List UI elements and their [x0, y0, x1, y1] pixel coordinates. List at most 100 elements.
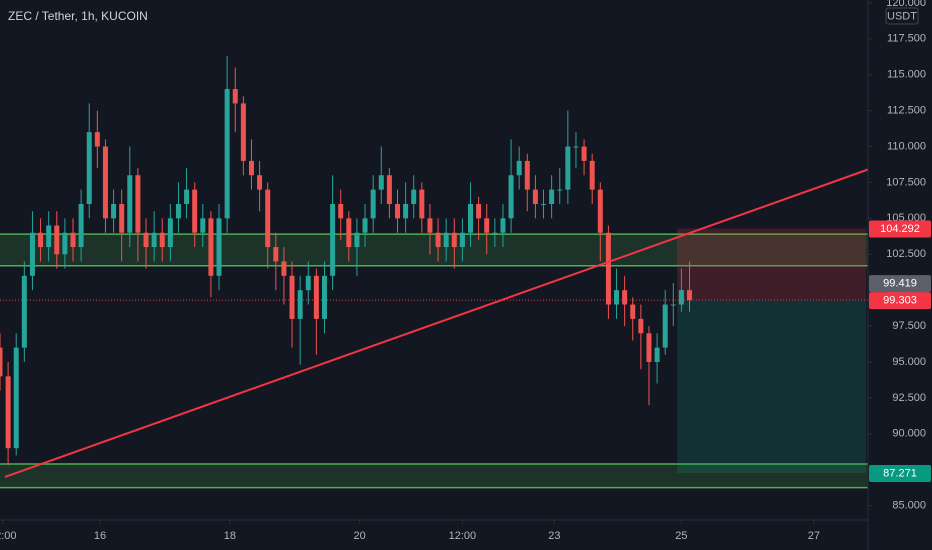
candle-body	[678, 290, 684, 305]
price-label-box	[869, 292, 931, 310]
candle-body	[557, 189, 563, 191]
x-tick-label: 23	[548, 530, 560, 542]
candle-body	[232, 89, 238, 104]
price-label-box	[869, 275, 931, 293]
candle-body	[427, 218, 433, 233]
candle-body	[216, 218, 222, 276]
candle-body	[589, 160, 595, 190]
candle-body	[459, 232, 465, 248]
candle-body	[654, 347, 660, 362]
candle-body	[435, 232, 441, 248]
candle-body	[394, 203, 400, 219]
trend-line	[4, 168, 869, 478]
candle-body	[330, 203, 336, 276]
candle-body	[257, 175, 263, 190]
candle-body	[605, 232, 611, 305]
candle-body	[200, 218, 206, 233]
candle-body	[54, 225, 60, 255]
candle-body	[273, 247, 279, 262]
stop-area	[677, 228, 867, 301]
candle-body	[321, 275, 327, 319]
candle-body	[94, 132, 100, 147]
price-label-box	[869, 220, 931, 238]
candle-body	[111, 203, 117, 219]
y-tick-label: 120.000	[886, 0, 926, 9]
candle-body	[492, 232, 498, 234]
candle-body	[687, 290, 693, 301]
candle-body	[662, 304, 668, 348]
candle-body	[573, 146, 579, 148]
x-tick-label: 27	[808, 530, 820, 542]
candle-body	[248, 160, 254, 176]
price-label: 104.292	[880, 223, 920, 235]
candle-body	[224, 89, 230, 219]
candle-body	[500, 218, 506, 233]
candle-body	[38, 232, 44, 248]
candle-body	[630, 304, 636, 319]
chart-title: ZEC / Tether, 1h, KUCOIN	[8, 9, 148, 23]
currency-box	[885, 7, 919, 25]
candle-body	[313, 275, 319, 319]
candle-body	[670, 304, 676, 306]
candle-body	[532, 189, 538, 204]
candle-body	[151, 232, 157, 248]
x-tick-label: 12:00	[449, 530, 477, 542]
candle-body	[119, 203, 125, 233]
candle-body	[46, 225, 52, 248]
candle-body	[184, 189, 190, 204]
candle-body	[476, 203, 482, 219]
candle-body	[240, 103, 246, 161]
x-tick-label: 18	[224, 530, 236, 542]
y-tick-label: 90.000	[892, 428, 926, 440]
candle-body	[597, 189, 603, 233]
price-label-box	[869, 465, 931, 483]
candle-body	[549, 189, 555, 204]
candle-body	[411, 189, 417, 204]
candle-body	[338, 203, 344, 219]
candle-body	[370, 189, 376, 219]
candle-body	[159, 232, 165, 248]
candle-body	[289, 275, 295, 319]
price-label: 99.303	[883, 295, 917, 307]
candle-body	[21, 275, 27, 348]
candle-body	[265, 189, 271, 248]
candle-body	[346, 218, 352, 248]
y-tick-label: 97.500	[892, 320, 926, 332]
candle-body	[70, 232, 76, 248]
y-tick-label: 107.500	[886, 176, 926, 188]
candle-body	[0, 347, 3, 377]
candle-body	[362, 218, 368, 233]
candle-body	[78, 203, 84, 248]
price-label: 87.271	[883, 467, 917, 479]
candle-body	[565, 146, 571, 190]
candle-body	[516, 160, 522, 176]
candle-body	[127, 175, 133, 233]
candle-body	[386, 175, 392, 204]
candle-body	[305, 275, 311, 291]
candle-body	[403, 203, 409, 219]
candle-body	[175, 203, 181, 219]
candle-body	[62, 232, 68, 255]
candle-body	[143, 232, 149, 248]
y-tick-label: 92.500	[892, 392, 926, 404]
x-tick-label: 25	[675, 530, 687, 542]
currency-label: USDT	[887, 10, 917, 22]
candle-body	[622, 290, 628, 305]
candle-body	[297, 290, 303, 319]
y-tick-label: 85.000	[892, 500, 926, 512]
price-axis	[868, 0, 932, 550]
support-zone	[0, 463, 868, 488]
candle-body	[86, 132, 92, 204]
candle-body	[208, 218, 214, 276]
plot-area	[0, 56, 869, 489]
y-tick-label: 95.000	[892, 356, 926, 368]
x-tick-label: 20	[354, 530, 366, 542]
x-tick-label: 16	[94, 530, 106, 542]
y-tick-label: 115.000	[887, 69, 926, 81]
candle-body	[614, 290, 620, 305]
candle-body	[451, 232, 457, 248]
candle-body	[468, 203, 474, 233]
candle-body	[167, 218, 173, 248]
target-area	[677, 300, 867, 474]
